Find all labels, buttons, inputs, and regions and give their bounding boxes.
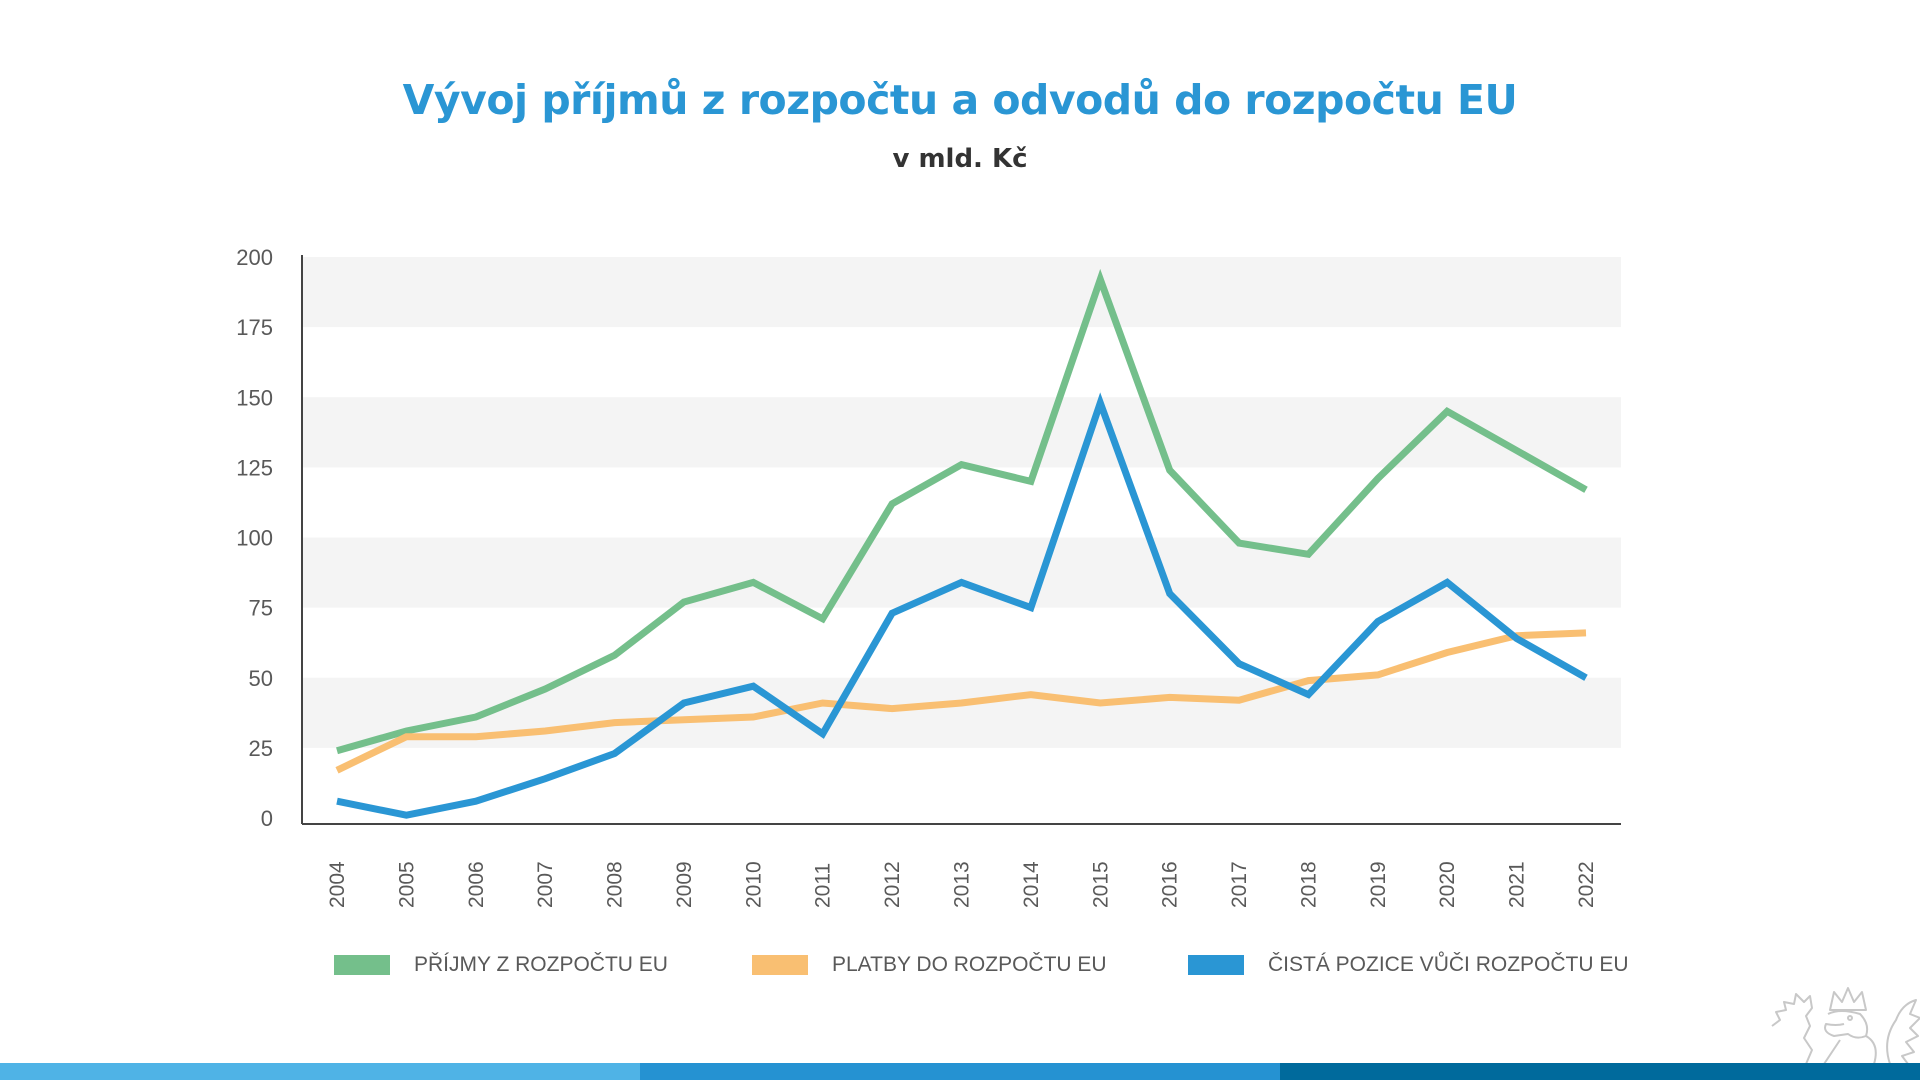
y-tick-label: 175	[236, 315, 273, 340]
x-tick-label: 2016	[1159, 861, 1182, 908]
bottom-bar-segment-mid	[640, 1063, 1280, 1080]
x-tick-label: 2008	[604, 861, 627, 908]
x-tick-label: 2010	[742, 861, 765, 908]
legend-label-platby: PLATBY DO ROZPOČTU EU	[832, 953, 1107, 976]
x-tick-label: 2022	[1575, 861, 1598, 908]
x-tick-label: 2005	[395, 861, 418, 908]
x-axis-ticks: 2004 2005 2006 2007 2008 2009 2010 2011 2012 2013…	[326, 861, 1598, 908]
legend-item-cista-pozice: ČISTÁ POZICE VŮČI ROZPOČTU EU	[1188, 950, 1629, 980]
y-tick-label: 150	[236, 385, 273, 410]
bottom-bar-segment-dark	[1280, 1063, 1920, 1080]
x-tick-label: 2007	[534, 861, 557, 908]
x-tick-label: 2018	[1297, 861, 1320, 908]
czech-lion-emblem-icon	[1771, 987, 1920, 1064]
x-tick-label: 2014	[1020, 861, 1043, 908]
legend-label-cista-pozice: ČISTÁ POZICE VŮČI ROZPOČTU EU	[1268, 953, 1629, 976]
x-tick-label: 2006	[465, 861, 488, 908]
legend: PŘÍJMY Z ROZPOČTU EU PLATBY DO ROZPOČTU …	[0, 950, 1920, 980]
series-line-platby	[335, 629, 1587, 774]
grid-band	[302, 537, 1621, 608]
x-tick-label: 2011	[812, 863, 835, 908]
y-tick-label: 0	[261, 806, 273, 831]
x-tick-label: 2020	[1436, 861, 1459, 908]
y-axis-ticks: 0 25 50 75 100 125 150 175 200	[236, 245, 273, 831]
legend-swatch-prijmy	[334, 955, 390, 975]
series-lines	[335, 268, 1588, 819]
series-line-cista-pozice	[336, 392, 1588, 819]
x-tick-label: 2019	[1367, 861, 1390, 908]
y-tick-label: 200	[236, 245, 273, 270]
x-tick-label: 2015	[1089, 861, 1112, 908]
y-tick-label: 75	[249, 596, 273, 621]
bottom-bar-segment-light	[0, 1063, 640, 1080]
x-tick-label: 2017	[1228, 861, 1251, 908]
legend-swatch-cista-pozice	[1188, 955, 1244, 975]
y-tick-label: 125	[236, 455, 273, 480]
chart-subtitle: v mld. Kč	[892, 144, 1028, 174]
x-tick-label: 2012	[881, 861, 904, 908]
x-tick-label: 2004	[326, 861, 349, 908]
y-tick-label: 25	[249, 736, 273, 761]
series-line-prijmy	[336, 268, 1588, 755]
x-tick-label: 2013	[951, 861, 974, 908]
y-tick-label: 50	[249, 666, 273, 691]
bottom-color-bar	[0, 1063, 1920, 1080]
grid-bands	[302, 257, 1621, 748]
x-tick-label: 2021	[1506, 861, 1529, 908]
legend-label-prijmy: PŘÍJMY Z ROZPOČTU EU	[414, 953, 668, 976]
legend-item-platby: PLATBY DO ROZPOČTU EU	[752, 950, 1107, 980]
grid-band	[302, 257, 1621, 328]
legend-item-prijmy: PŘÍJMY Z ROZPOČTU EU	[334, 950, 668, 980]
x-tick-label: 2009	[673, 861, 696, 908]
y-tick-label: 100	[236, 526, 273, 551]
chart-title: Vývoj příjmů z rozpočtu a odvodů do rozp…	[402, 76, 1518, 124]
legend-swatch-platby	[752, 955, 808, 975]
